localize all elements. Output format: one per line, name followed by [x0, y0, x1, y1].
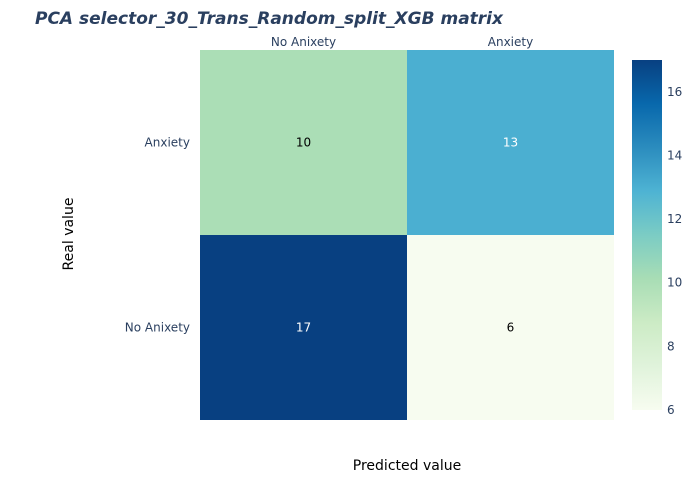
- x-axis-title: Predicted value: [353, 458, 461, 474]
- chart-title: PCA selector_30_Trans_Random_split_XGB m…: [35, 9, 504, 29]
- heatmap-cell: [200, 235, 407, 420]
- heatmap-cells: [200, 50, 614, 420]
- heatmap-cell: [407, 50, 614, 235]
- heatmap-cell-value: 13: [503, 136, 518, 150]
- colorbar-tick-labels: 6 8 10 12 14 16: [667, 85, 682, 417]
- colorbar-tick-label: 16: [667, 85, 682, 99]
- x-tick-label: Anxiety: [488, 35, 533, 49]
- colorbar-tick-label: 10: [667, 276, 682, 290]
- colorbar: [632, 60, 662, 410]
- x-tick-label: No Anixety: [271, 35, 336, 49]
- y-tick-label: No Anixety: [125, 321, 190, 335]
- heatmap-cell-value: 6: [507, 321, 515, 335]
- y-axis-title: Real value: [61, 198, 77, 271]
- heatmap-cell-value: 17: [296, 321, 311, 335]
- colorbar-tick-label: 8: [667, 339, 675, 353]
- colorbar-tick-label: 12: [667, 212, 682, 226]
- heatmap-cell: [407, 235, 614, 420]
- y-axis-tick-labels: Anxiety No Anixety: [125, 136, 190, 335]
- heatmap-cell-value: 10: [296, 136, 311, 150]
- colorbar-tick-label: 6: [667, 403, 675, 417]
- heatmap-cell: [200, 50, 407, 235]
- colorbar-tick-label: 14: [667, 148, 682, 162]
- heatmap-cell-labels: 10 13 17 6: [296, 136, 518, 335]
- x-axis-tick-labels: No Anixety Anxiety: [271, 35, 533, 49]
- y-tick-label: Anxiety: [145, 136, 190, 150]
